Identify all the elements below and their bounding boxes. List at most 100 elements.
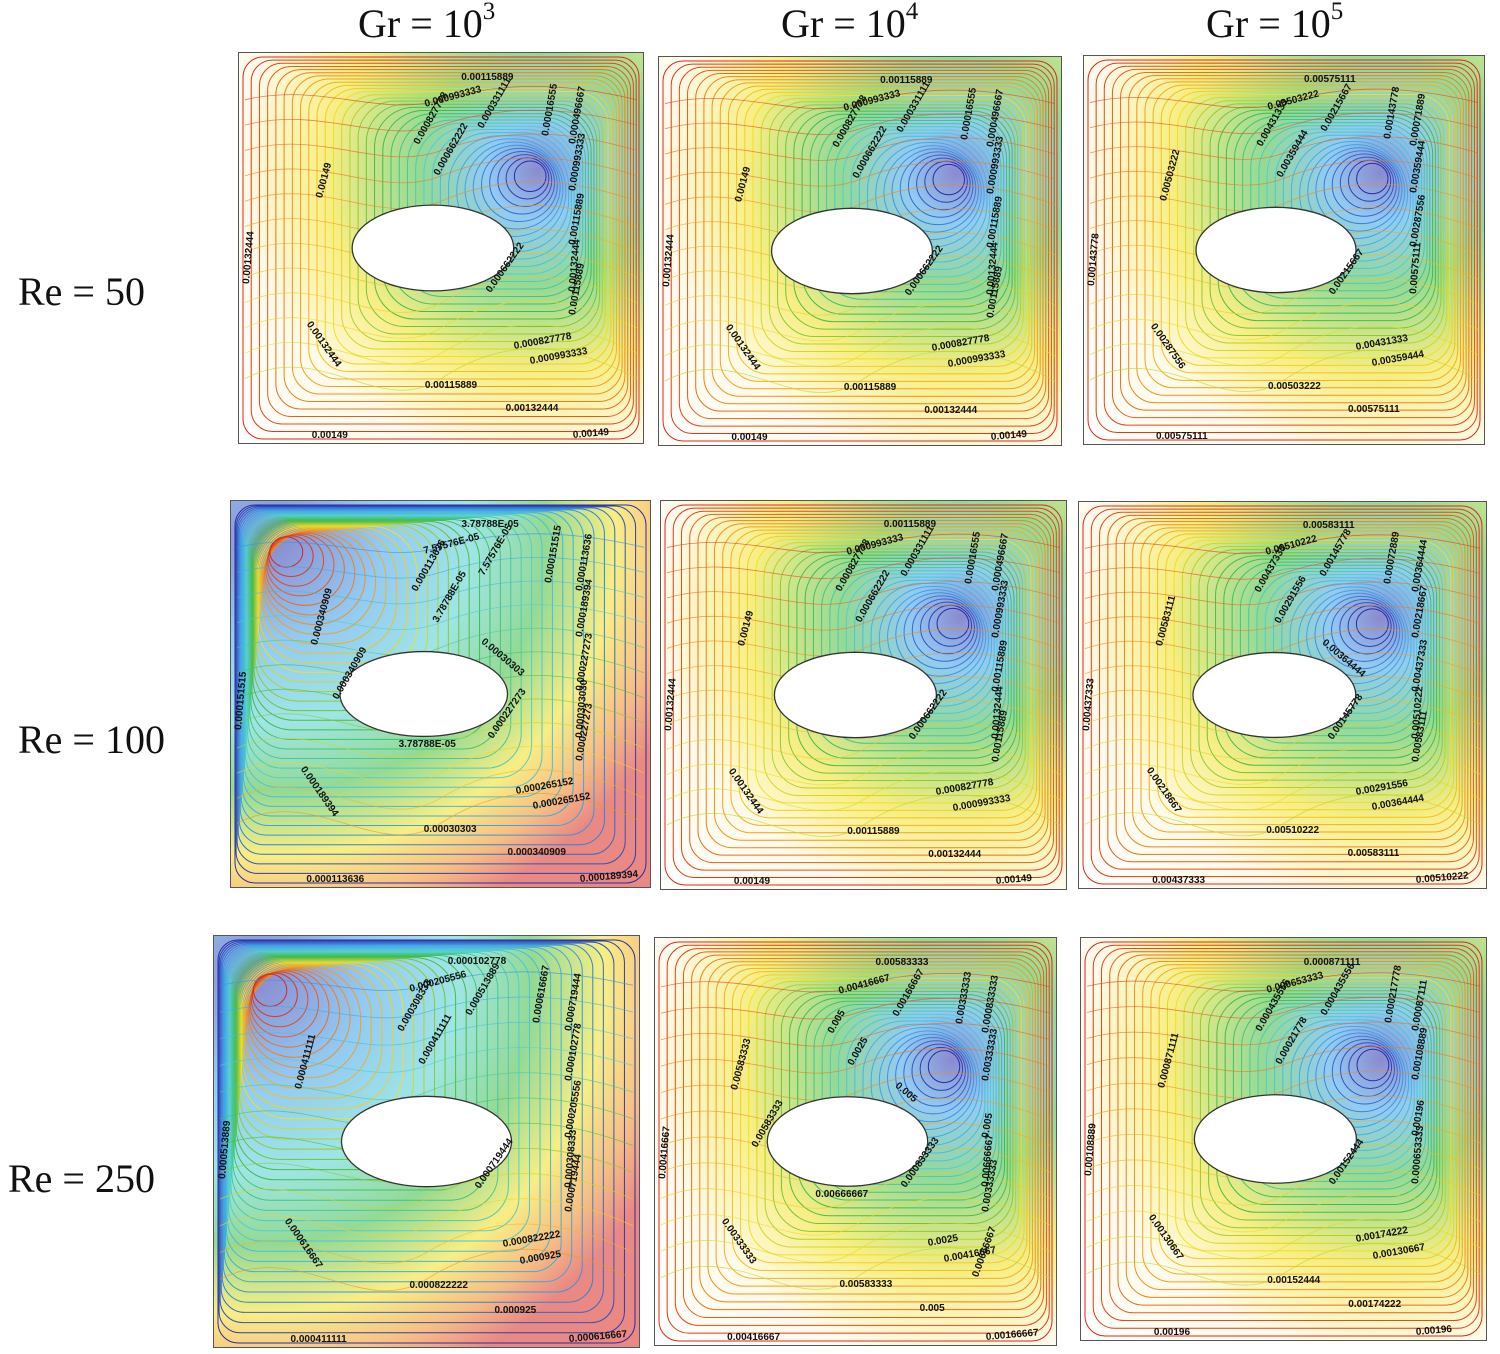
contour-line bbox=[240, 510, 585, 827]
contour-line bbox=[1084, 534, 1481, 554]
contour-panel-re50-gr4: 0.00115889 0.000993333 0.000827778 0.000662… bbox=[658, 56, 1062, 446]
contour-line bbox=[251, 972, 298, 1018]
contour-line bbox=[1133, 961, 1466, 1291]
contour-line bbox=[804, 557, 1015, 759]
contour-line bbox=[222, 944, 583, 1293]
contour-line bbox=[664, 326, 1056, 368]
contour-line bbox=[687, 69, 1050, 420]
contour-value-label: 0.00575111 bbox=[1348, 404, 1400, 416]
contour-line bbox=[666, 770, 1061, 812]
contour-line bbox=[1323, 1035, 1401, 1113]
contour-line bbox=[233, 955, 478, 1191]
contour-line bbox=[245, 514, 543, 788]
contour-value-label: 0.00115889 bbox=[843, 381, 897, 393]
contour-line bbox=[660, 997, 1051, 1020]
contour-value-label: 0.00583333 bbox=[875, 957, 929, 969]
contour-line bbox=[664, 279, 1056, 316]
contour-line bbox=[231, 952, 499, 1211]
contour-line bbox=[821, 1007, 997, 1185]
contour-value-label: 0.00196 bbox=[1153, 1326, 1191, 1338]
contour-line bbox=[1168, 90, 1453, 366]
contour-line bbox=[927, 1050, 961, 1084]
contour-line bbox=[228, 949, 530, 1242]
contour-line bbox=[236, 557, 645, 579]
contour-line bbox=[788, 551, 1021, 774]
contour-line bbox=[226, 947, 552, 1262]
contour-line bbox=[1109, 951, 1475, 1314]
contour-line bbox=[666, 604, 1061, 631]
contour-line bbox=[664, 350, 1056, 393]
contour-value-label: 0.00149 bbox=[733, 876, 771, 887]
elliptical-cylinder bbox=[1195, 206, 1357, 294]
contour-line bbox=[246, 967, 351, 1069]
contour-line bbox=[1100, 948, 1477, 1322]
contour-line bbox=[1225, 112, 1434, 314]
contour-value-label: 0.000871111 bbox=[1303, 957, 1361, 969]
contour-value-label: 0.00115889 bbox=[883, 519, 937, 531]
contour-line bbox=[1175, 977, 1452, 1252]
contour-line bbox=[513, 160, 547, 193]
contour-line bbox=[1177, 93, 1450, 359]
contour-line bbox=[235, 505, 637, 874]
contour-line bbox=[664, 303, 1056, 342]
contour-line bbox=[1086, 1169, 1481, 1206]
contour-line bbox=[263, 530, 366, 626]
contour-line bbox=[1125, 957, 1469, 1298]
contour-line bbox=[241, 962, 404, 1120]
row-header-re50: Re = 50 bbox=[18, 269, 145, 314]
contour-line bbox=[699, 957, 1039, 1303]
contour-line bbox=[244, 965, 372, 1089]
contour-line bbox=[251, 519, 481, 731]
contour-line bbox=[382, 110, 592, 313]
contour-line bbox=[772, 987, 1014, 1232]
contour-value-label: 0.00575111 bbox=[1304, 74, 1356, 86]
contour-line bbox=[1120, 72, 1470, 411]
contour-line bbox=[826, 123, 1002, 293]
contour-line bbox=[258, 526, 408, 664]
contour-value-label: 0.00583111 bbox=[1347, 848, 1400, 860]
contour-line bbox=[678, 66, 1052, 427]
contour-line bbox=[1086, 1194, 1481, 1233]
column-header-gr3: Gr = 103 bbox=[358, 0, 518, 48]
contour-line bbox=[1089, 302, 1479, 341]
row-header-re100: Re = 100 bbox=[18, 717, 165, 762]
contour-line bbox=[903, 1040, 969, 1107]
contour-line bbox=[261, 529, 377, 635]
contour-line bbox=[731, 971, 1028, 1272]
contour-line bbox=[256, 524, 429, 683]
contour-line bbox=[719, 82, 1038, 390]
contour-line bbox=[666, 794, 1061, 837]
contour-line bbox=[1208, 990, 1441, 1221]
contour-line bbox=[223, 945, 573, 1283]
contour-line bbox=[670, 63, 1055, 435]
contour-panel-re250-gr4: 0.00583333 0.00416667 0.005 0.0025 0.0016666… bbox=[654, 937, 1057, 1346]
contour-line bbox=[240, 961, 414, 1130]
contour-line bbox=[755, 538, 1032, 804]
contour-line bbox=[777, 104, 1019, 338]
contour-line bbox=[244, 85, 638, 106]
contour-line bbox=[727, 85, 1036, 382]
contour-line bbox=[242, 963, 393, 1109]
contour-line bbox=[666, 628, 1061, 657]
contour-value-label: 0.00115889 bbox=[847, 825, 900, 837]
contour-line bbox=[887, 1033, 975, 1123]
contour-line bbox=[780, 990, 1011, 1225]
contour-line bbox=[842, 129, 996, 278]
contour-plot bbox=[1079, 502, 1486, 888]
contour-line bbox=[269, 536, 304, 568]
contour-line bbox=[672, 507, 1060, 879]
contour-line bbox=[300, 78, 620, 388]
contour-line bbox=[1239, 564, 1429, 744]
contour-plot bbox=[1081, 938, 1486, 1340]
column-header-exponent: 3 bbox=[482, 0, 496, 25]
contour-line bbox=[264, 531, 356, 616]
contour-line bbox=[1086, 1046, 1481, 1072]
contour-line bbox=[760, 98, 1024, 352]
contour-line bbox=[241, 511, 574, 817]
contour-value-label: 0.00149 bbox=[731, 432, 768, 443]
contour-line bbox=[398, 116, 586, 298]
contour-line bbox=[1099, 511, 1477, 870]
contour-line bbox=[1223, 558, 1435, 759]
contour-line bbox=[1199, 987, 1443, 1229]
contour-line bbox=[1306, 589, 1406, 685]
